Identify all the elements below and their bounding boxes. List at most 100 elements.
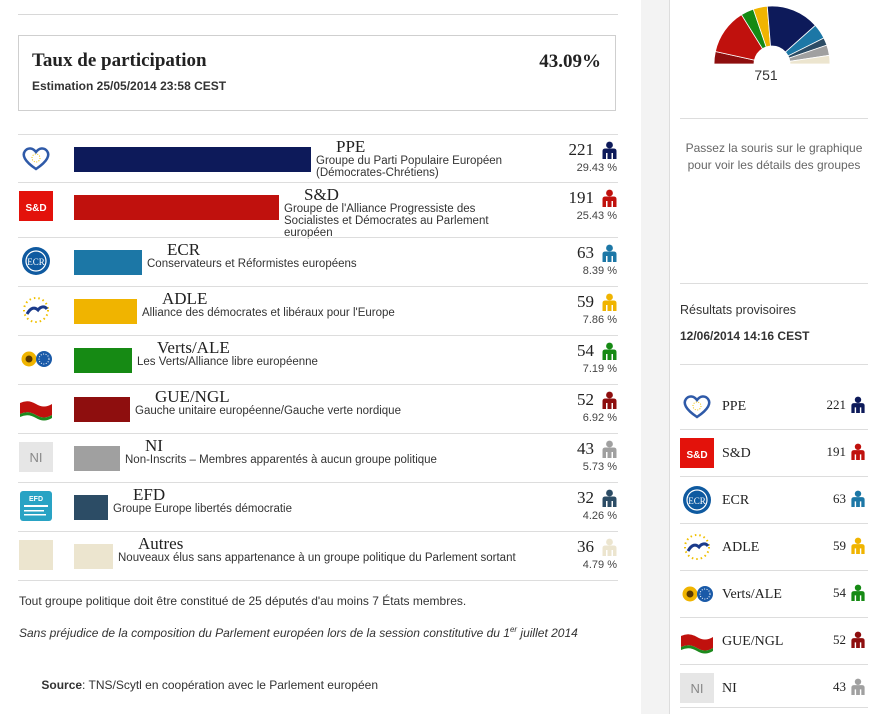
seat-share-bar — [74, 250, 142, 275]
group-description: Groupe Europe libertés démocratie — [113, 503, 292, 515]
source-text: : TNS/Scytl en coopération avec le Parle… — [82, 678, 378, 692]
provisional-title: Résultats provisoires — [680, 303, 797, 317]
group-row[interactable]: PPE Groupe du Parti Populaire Européen (Dé… — [18, 134, 618, 182]
group-abbr: PPE — [336, 137, 366, 156]
turnout-box: Taux de participation Estimation 25/05/2… — [18, 35, 616, 111]
adle-logo-icon — [680, 532, 714, 562]
group-abbr: NI — [145, 436, 163, 455]
group-percent: 7.86 % — [582, 314, 617, 326]
group-seats: 221 — [568, 140, 595, 159]
group-seats: 32 — [577, 488, 594, 507]
person-icon — [601, 141, 618, 159]
group-percent: 4.79 % — [582, 559, 617, 571]
results-main: Taux de participation Estimation 25/05/2… — [18, 14, 618, 692]
side-group-item[interactable]: S&D S&D 191 — [680, 430, 868, 477]
side-group-seats: 221 — [826, 397, 847, 412]
ecr-logo-icon: ECR — [680, 485, 714, 515]
group-description: Gauche unitaire européenne/Gauche verte … — [135, 405, 401, 417]
others-logo-icon — [19, 540, 53, 570]
side-group-item[interactable]: GUE/NGL 52 — [680, 618, 868, 665]
group-description: Les Verts/Alliance libre européenne — [137, 356, 318, 368]
svg-text:S&D: S&D — [686, 450, 707, 461]
group-percent: 5.73 % — [582, 461, 617, 473]
side-group-seats: 59 — [833, 538, 846, 553]
svg-text:EFD: EFD — [29, 496, 43, 503]
group-abbr: S&D — [304, 185, 339, 204]
side-group-item[interactable]: ECR ECR 63 — [680, 477, 868, 524]
seat-share-bar — [74, 544, 113, 569]
hemicycle-chart[interactable] — [712, 0, 832, 66]
person-icon — [601, 489, 618, 507]
group-percent: 4.26 % — [582, 510, 617, 522]
person-icon — [601, 440, 618, 458]
group-description: Nouveaux élus sans appartenance à un gro… — [118, 552, 516, 564]
group-row[interactable]: S&D S&D Groupe de l'Alliance Progressiste … — [18, 182, 618, 239]
provisional-date: 12/06/2014 14:16 CEST — [680, 329, 810, 343]
group-description: européen — [284, 227, 333, 239]
turnout-title: Taux de participation — [32, 50, 207, 71]
person-icon — [601, 342, 618, 360]
ppe-heart-logo-icon — [680, 391, 714, 421]
group-abbr: Verts/ALE — [157, 338, 230, 357]
svg-text:ECR: ECR — [27, 257, 45, 267]
seat-share-bar — [74, 147, 311, 172]
divider — [680, 118, 868, 119]
group-description: Groupe du Parti Populaire Européen — [316, 155, 503, 167]
ni-logo-icon: NI — [680, 673, 714, 703]
side-group-abbr: S&D — [722, 446, 751, 461]
group-row[interactable]: Autres Nouveaux élus sans appartenance à … — [18, 531, 618, 581]
group-percent: 25.43 % — [576, 210, 617, 222]
disclaimer-note: Sans préjudice de la composition du Parl… — [19, 621, 609, 642]
side-group-item[interactable]: Verts/ALE 54 — [680, 571, 868, 618]
turnout-value: 43.09% — [539, 51, 601, 72]
top-divider — [18, 14, 618, 15]
side-group-abbr: ADLE — [722, 540, 760, 555]
person-icon — [850, 537, 866, 554]
side-group-abbr: NI — [722, 681, 737, 696]
group-row[interactable]: EFD EFD Groupe Europe libertés démocratie 3… — [18, 482, 618, 531]
group-row[interactable]: ADLE Alliance des démocrates et libéraux … — [18, 286, 618, 335]
disclaimer-sup: er — [509, 625, 518, 634]
sd-logo-icon: S&D — [680, 438, 714, 468]
person-icon — [850, 396, 866, 413]
seat-share-bar — [74, 446, 120, 471]
gue-flag-logo-icon — [19, 393, 53, 423]
group-row[interactable]: GUE/NGL Gauche unitaire européenne/Gauche… — [18, 384, 618, 433]
ppe-heart-logo-icon — [19, 143, 53, 173]
hemicycle-segment[interactable] — [789, 54, 831, 65]
group-abbr: ADLE — [162, 289, 208, 308]
side-group-seats: 54 — [833, 585, 846, 600]
hover-hint: Passez la souris sur le graphique pour v… — [685, 141, 863, 172]
group-abbr: GUE/NGL — [155, 387, 230, 406]
person-icon — [850, 584, 866, 601]
side-group-item[interactable]: PPE 221 — [680, 383, 868, 430]
side-group-abbr: Verts/ALE — [722, 587, 782, 602]
group-row[interactable]: ECR ECR Conservateurs et Réformistes europ… — [18, 237, 618, 286]
rule-note: Tout groupe politique doit être constitu… — [19, 594, 467, 608]
seat-share-bar — [74, 397, 130, 422]
results-table: PPE Groupe du Parti Populaire Européen (Dé… — [18, 134, 618, 581]
group-seats: 63 — [577, 243, 594, 262]
group-percent: 29.43 % — [576, 162, 617, 174]
group-percent: 6.92 % — [582, 412, 617, 424]
disclaimer-text-end: juillet 2014 — [517, 626, 578, 640]
group-row[interactable]: Verts/ALE Les Verts/Alliance libre europé… — [18, 335, 618, 384]
group-description: Groupe de l'Alliance Progressiste des — [284, 203, 476, 215]
side-group-item[interactable]: NI NI 43 — [680, 665, 868, 708]
side-group-abbr: GUE/NGL — [722, 634, 784, 649]
group-seats: 43 — [577, 439, 594, 458]
disclaimer-text: Sans préjudice de la composition du Parl… — [19, 626, 510, 640]
seat-share-bar — [74, 195, 279, 220]
group-description: Socialistes et Démocrates au Parlement — [284, 215, 489, 227]
ecr-logo-icon: ECR — [19, 246, 53, 276]
greens-logo-icon — [19, 344, 53, 374]
side-group-item[interactable]: ADLE 59 — [680, 524, 868, 571]
efd-logo-icon: EFD — [19, 491, 53, 521]
right-sidebar: 751 Passez la souris sur le graphique po… — [641, 0, 879, 714]
seats-panel: 751 Passez la souris sur le graphique po… — [669, 0, 879, 714]
divider — [680, 283, 868, 284]
side-group-seats: 52 — [833, 632, 846, 647]
group-row[interactable]: NI NI Non-Inscrits – Membres apparentés à … — [18, 433, 618, 482]
side-group-seats: 63 — [833, 491, 846, 506]
side-group-abbr: ECR — [722, 493, 750, 508]
